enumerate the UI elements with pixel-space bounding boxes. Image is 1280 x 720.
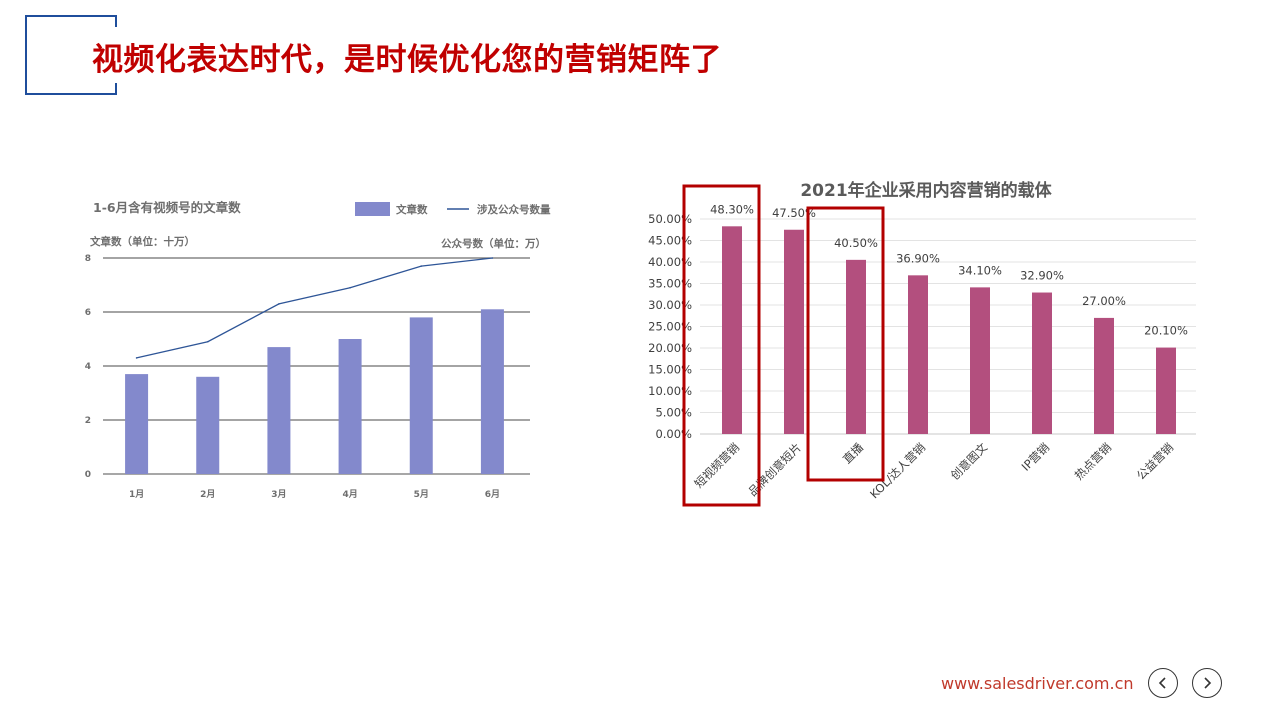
chart2-bar bbox=[1156, 347, 1176, 434]
footer-website-link[interactable]: www.salesdriver.com.cn bbox=[941, 674, 1134, 693]
chart2-x-tick-label: 品牌创意短片 bbox=[745, 440, 804, 499]
chart1-bar bbox=[338, 339, 362, 474]
chart2-bar bbox=[1094, 317, 1114, 434]
chart1-x-tick-label: 2月 bbox=[200, 489, 215, 500]
chart2-y-tick-label: 20.00% bbox=[648, 341, 692, 355]
chart2-bar bbox=[722, 226, 742, 434]
chart2-y-tick-label: 50.00% bbox=[648, 212, 692, 226]
chart2-data-label: 36.90% bbox=[896, 251, 940, 265]
chart2-y-tick-label: 15.00% bbox=[648, 363, 692, 377]
chart1-x-tick-label: 5月 bbox=[414, 489, 429, 500]
chart1-y-tick-label: 8 bbox=[85, 254, 91, 264]
chart1-bar bbox=[196, 376, 220, 474]
chart2-y-tick-label: 30.00% bbox=[648, 298, 692, 312]
chart2-title: 2021年企业采用内容营销的载体 bbox=[800, 180, 1052, 201]
chart1-y-tick-label: 2 bbox=[85, 416, 91, 426]
chart2-x-tick-label: 创意图文 bbox=[948, 440, 991, 483]
chart1-bar bbox=[125, 374, 149, 474]
chart2-y-tick-label: 35.00% bbox=[648, 277, 692, 291]
chart2-x-tick-label: 公益营销 bbox=[1134, 440, 1176, 482]
chart1-y-tick-label: 4 bbox=[85, 362, 91, 372]
chart1-y-tick-label: 6 bbox=[85, 308, 91, 318]
chart2-y-tick-label: 25.00% bbox=[648, 320, 692, 334]
chart2-bar bbox=[970, 287, 990, 434]
chart1-x-tick-label: 6月 bbox=[485, 489, 500, 500]
chart1-x-tick-label: 1月 bbox=[129, 489, 144, 500]
chart1-line-point bbox=[349, 286, 351, 289]
chart1-line-point bbox=[278, 303, 280, 305]
chart2-data-label: 32.90% bbox=[1020, 269, 1064, 283]
chart2-x-tick-label: 短视频营销 bbox=[692, 440, 743, 491]
chart1-x-tick-label: 4月 bbox=[342, 489, 357, 500]
chart1-line-point bbox=[135, 357, 138, 359]
chart1-line-series bbox=[136, 257, 493, 359]
chart2-y-tick-label: 40.00% bbox=[648, 255, 692, 269]
chart2-data-label: 48.30% bbox=[710, 202, 754, 216]
chart1-title: 1-6月含有视频号的文章数 bbox=[93, 200, 241, 215]
chart1-legend-bar-label: 文章数 bbox=[395, 203, 428, 216]
chart2-y-tick-label: 5.00% bbox=[655, 406, 692, 420]
chart2-data-label: 20.10% bbox=[1144, 324, 1188, 338]
chart1-y-axis-label: 文章数（单位：十万） bbox=[89, 235, 195, 248]
chart2-bar bbox=[1032, 292, 1052, 434]
chart1-legend-bar-swatch bbox=[355, 202, 390, 216]
chart2-y-tick-label: 10.00% bbox=[648, 384, 692, 398]
chart2-data-label: 27.00% bbox=[1082, 294, 1126, 308]
chart1-bar bbox=[267, 347, 291, 474]
chart2-data-label: 34.10% bbox=[958, 263, 1002, 277]
chart1-x-tick-label: 3月 bbox=[271, 489, 286, 500]
chart2-x-tick-label: 热点营销 bbox=[1072, 440, 1114, 482]
chart1-line-point bbox=[420, 265, 423, 267]
chart1-bar bbox=[409, 317, 433, 474]
chart2-x-tick-label: IP营销 bbox=[1019, 440, 1052, 473]
chevron-left-icon bbox=[1158, 677, 1166, 689]
chart2-y-tick-label: 0.00% bbox=[655, 427, 692, 441]
chart2-highlight-box bbox=[682, 184, 761, 507]
chart2-data-label: 40.50% bbox=[834, 236, 878, 250]
chart2-x-tick-label: 直播 bbox=[840, 440, 867, 467]
page-title: 视频化表达时代，是时候优化您的营销矩阵了 bbox=[92, 42, 722, 78]
chart2-y-tick-label: 45.00% bbox=[648, 234, 692, 248]
chart1-y-tick-label: 0 bbox=[85, 470, 91, 480]
chart2-data-label: 47.50% bbox=[772, 206, 816, 220]
prev-slide-button[interactable] bbox=[1148, 668, 1178, 698]
chart2-bar bbox=[908, 275, 928, 434]
title-bracket-decoration bbox=[25, 15, 117, 95]
chart2-highlight-box bbox=[806, 206, 885, 482]
chart2-bar bbox=[784, 229, 804, 434]
chevron-right-icon bbox=[1204, 677, 1212, 689]
chart1-y2-axis-label: 公众号数（单位：万） bbox=[441, 237, 546, 250]
chart1-line-point bbox=[206, 340, 209, 343]
chart2-x-tick-label: KOL/达人营销 bbox=[867, 440, 928, 501]
chart1-line-point bbox=[491, 257, 494, 259]
chart2-bar bbox=[846, 259, 866, 434]
chart1-legend-line-label: 涉及公众号数量 bbox=[477, 203, 551, 216]
next-slide-button[interactable] bbox=[1192, 668, 1222, 698]
chart1-bar bbox=[480, 309, 504, 474]
